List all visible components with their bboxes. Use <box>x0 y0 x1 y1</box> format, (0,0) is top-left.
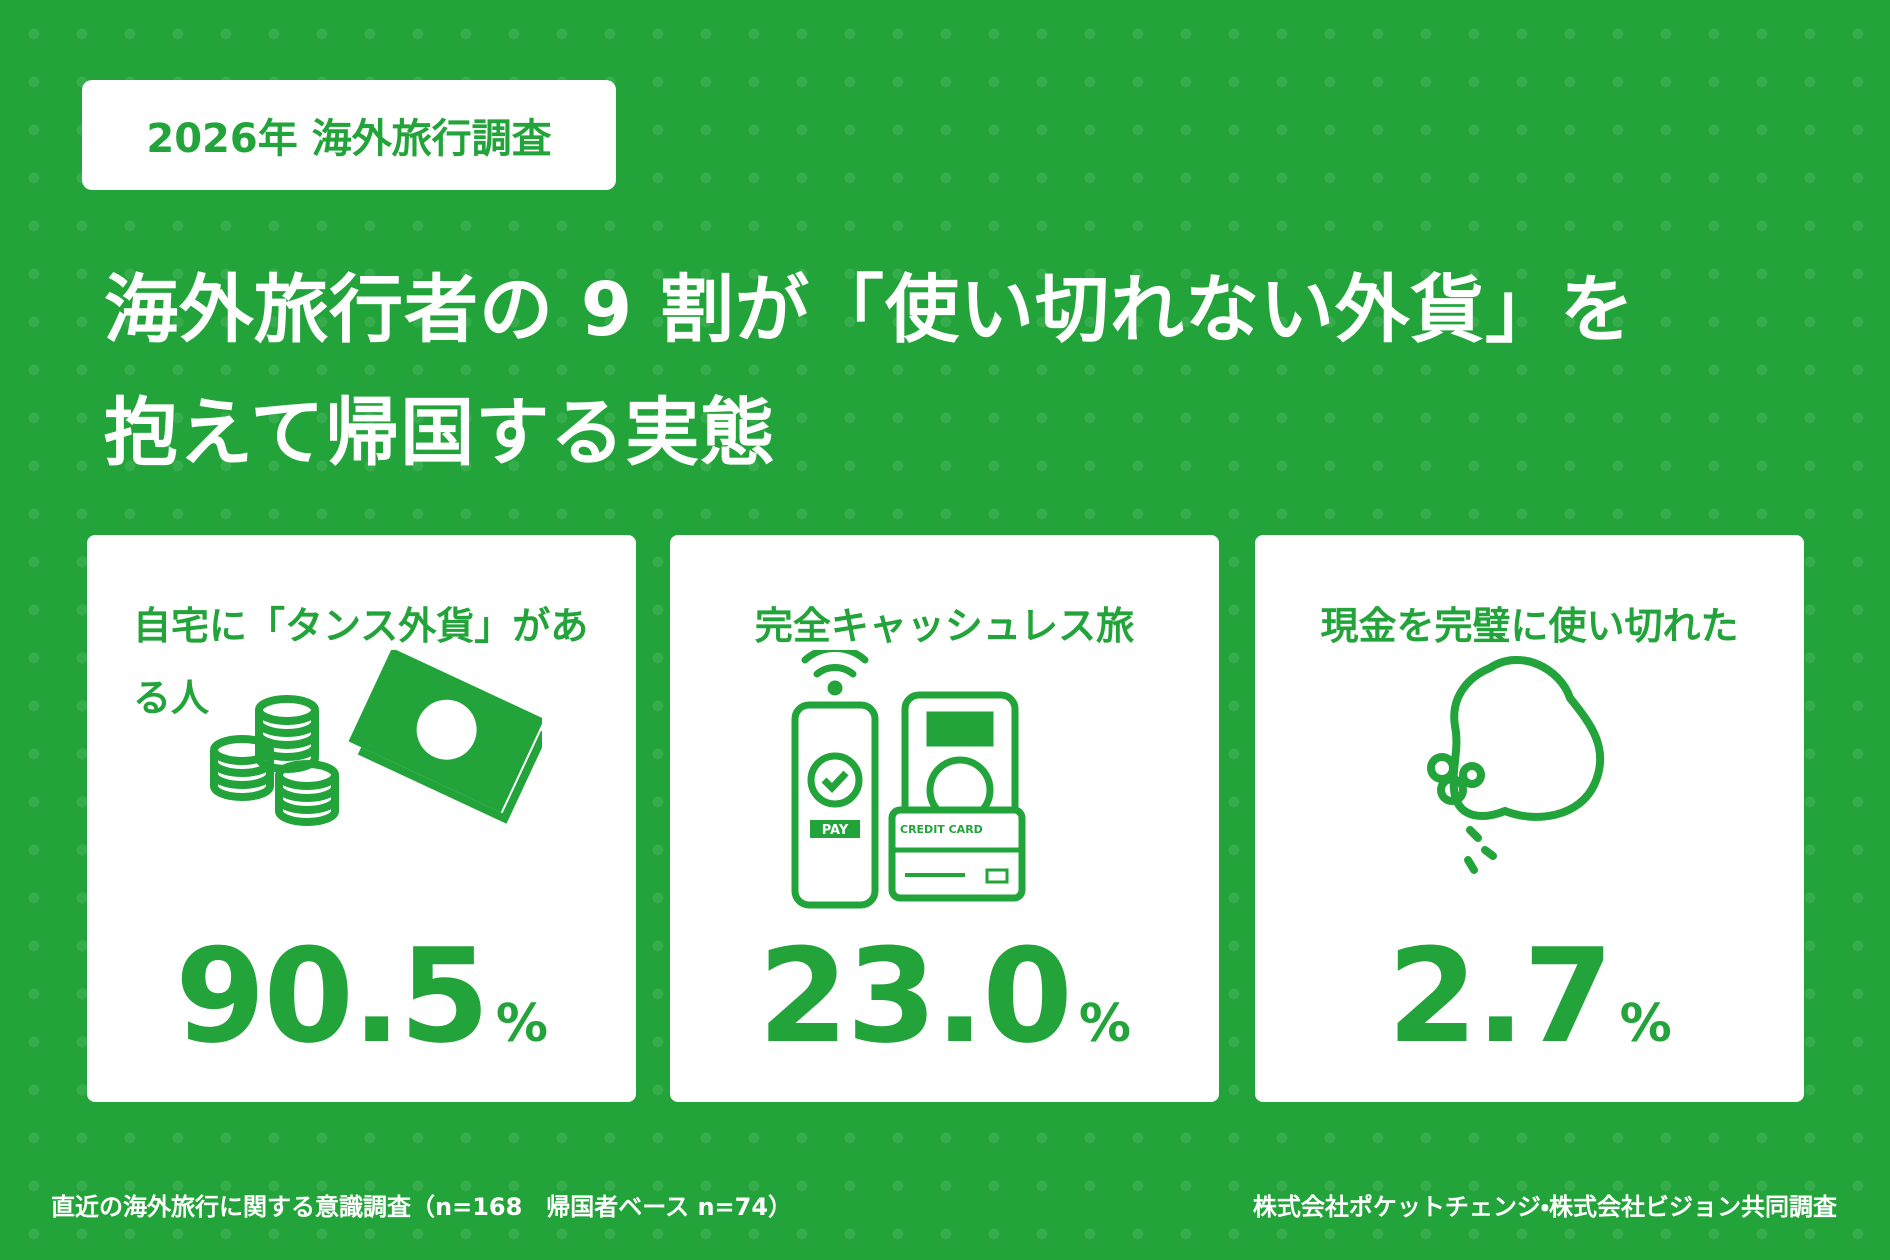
coin-stacks <box>210 695 339 826</box>
value: 90.5 <box>175 920 490 1072</box>
stat-value: 2.7% <box>1255 920 1804 1072</box>
money-icon <box>210 650 542 826</box>
stat-value: 23.0% <box>670 920 1219 1072</box>
unit: % <box>495 994 548 1054</box>
card-label: 現金を完璧に使い切れた <box>1320 604 1739 648</box>
footer-note: 直近の海外旅行に関する意識調査（n=168 帰国者ベース n=74） <box>51 1193 793 1221</box>
unit: % <box>1619 994 1672 1054</box>
purse-icon <box>1427 655 1605 874</box>
banknote <box>348 650 542 824</box>
stat-card: 自宅に「タンス外貨」がある人 90.5% <box>87 535 636 1102</box>
stat-card: 現金を完璧に使い切れた 2.7% <box>1255 535 1804 1102</box>
stat-value: 90.5% <box>87 920 636 1072</box>
unit: % <box>1078 994 1131 1054</box>
cashless-icon: PAY CREDIT CARD <box>791 650 1026 909</box>
credit-card-text: CREDIT CARD <box>900 823 983 836</box>
value: 2.7 <box>1387 920 1613 1072</box>
title-line: 海外旅行者の 9 割が「使い切れない外貨」を <box>104 267 1636 353</box>
card-label: 自宅に「タンス外貨」がある人 <box>133 604 589 720</box>
card-label: 完全キャッシュレス旅 <box>754 604 1135 648</box>
stat-card: 完全キャッシュレス旅 PAY CREDIT CARD 23.0% <box>670 535 1219 1102</box>
pay-text: PAY <box>822 823 849 838</box>
title-line: 抱えて帰国する実態 <box>104 390 776 476</box>
footer-source: 株式会社ポケットチェンジ・株式会社ビジョン共同調査 <box>1252 1193 1837 1221</box>
value: 23.0 <box>758 920 1073 1072</box>
survey-tag: 2026年 海外旅行調査 <box>82 80 616 190</box>
